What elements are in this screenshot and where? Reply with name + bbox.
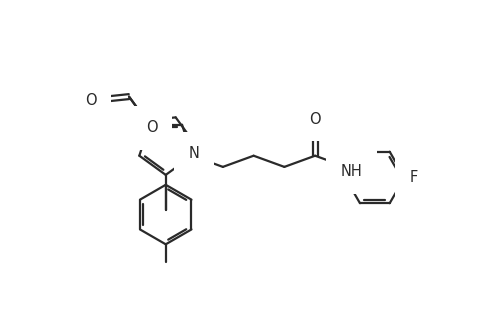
Text: F: F — [410, 170, 418, 185]
Text: O: O — [146, 120, 158, 135]
Text: O: O — [85, 93, 96, 108]
Text: O: O — [310, 111, 321, 126]
Text: N: N — [188, 146, 200, 161]
Text: NH: NH — [341, 164, 362, 179]
